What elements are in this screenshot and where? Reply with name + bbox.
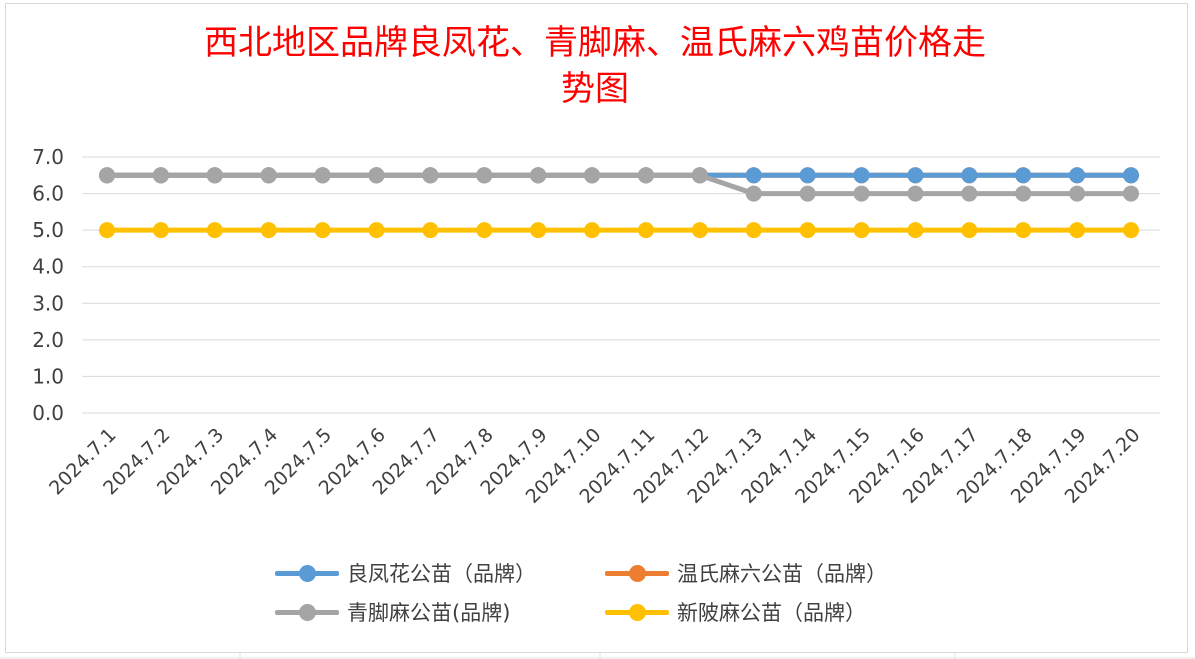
y-tick-label-7: 7.0: [32, 145, 64, 169]
data-point-s3-15[interactable]: [853, 185, 870, 202]
legend-swatch-4: [605, 598, 669, 626]
data-point-s3-18[interactable]: [1015, 185, 1032, 202]
chart-title: 西北地区品牌良凤花、青脚麻、温氏麻六鸡苗价格走 势图: [120, 20, 1070, 112]
data-point-s4-4[interactable]: [260, 222, 277, 239]
legend-swatch-2: [605, 559, 669, 587]
data-point-s3-10[interactable]: [584, 167, 601, 184]
data-point-s4-3[interactable]: [206, 222, 223, 239]
chart-area[interactable]: [5, 3, 1188, 653]
data-point-s3-11[interactable]: [637, 167, 654, 184]
data-point-s3-17[interactable]: [961, 185, 978, 202]
data-point-s1-17[interactable]: [961, 167, 978, 184]
data-point-s4-18[interactable]: [1015, 222, 1032, 239]
data-point-s4-16[interactable]: [907, 222, 924, 239]
legend-label-4: 新陂麻公苗（品牌）: [677, 601, 866, 625]
data-point-s4-19[interactable]: [1069, 222, 1086, 239]
data-point-s3-20[interactable]: [1123, 185, 1139, 202]
data-point-s1-16[interactable]: [907, 167, 924, 184]
data-point-s3-4[interactable]: [260, 167, 277, 184]
series-line-3[interactable]: [104, 172, 1134, 197]
data-point-s3-13[interactable]: [745, 185, 762, 202]
data-point-s1-18[interactable]: [1015, 167, 1032, 184]
data-point-s4-15[interactable]: [853, 222, 870, 239]
data-point-s4-13[interactable]: [745, 222, 762, 239]
data-point-s4-14[interactable]: [799, 222, 816, 239]
data-point-s4-11[interactable]: [637, 222, 654, 239]
data-point-s3-8[interactable]: [476, 167, 493, 184]
legend-swatch-3: [275, 598, 339, 626]
data-point-s4-10[interactable]: [584, 222, 601, 239]
y-tick-label-5: 5.0: [32, 218, 64, 242]
data-point-s3-19[interactable]: [1069, 185, 1086, 202]
legend-entry-3[interactable]: 青脚麻公苗(品牌): [275, 598, 510, 626]
data-point-s4-17[interactable]: [961, 222, 978, 239]
data-point-s1-14[interactable]: [799, 167, 816, 184]
legend-label-1: 良凤花公苗（品牌）: [347, 562, 536, 586]
data-point-s3-14[interactable]: [799, 185, 816, 202]
data-point-s4-12[interactable]: [691, 222, 708, 239]
data-point-s3-1[interactable]: [99, 167, 115, 184]
chart-title-line-1: 西北地区品牌良凤花、青脚麻、温氏麻六鸡苗价格走: [204, 23, 986, 63]
y-tick-label-6: 6.0: [32, 182, 64, 206]
data-point-s3-3[interactable]: [206, 167, 223, 184]
legend-entry-4[interactable]: 新陂麻公苗（品牌）: [605, 598, 866, 626]
legend-entry-1[interactable]: 良凤花公苗（品牌）: [275, 559, 536, 587]
legend-entry-2[interactable]: 温氏麻六公苗（品牌）: [605, 559, 887, 587]
data-point-s3-12[interactable]: [691, 167, 708, 184]
data-point-s4-7[interactable]: [422, 222, 439, 239]
data-point-s4-8[interactable]: [476, 222, 493, 239]
y-tick-label-2: 2.0: [32, 328, 64, 352]
y-tick-label-3: 3.0: [32, 291, 64, 315]
y-tick-label-1: 1.0: [32, 364, 64, 388]
data-point-s4-9[interactable]: [530, 222, 547, 239]
data-point-s1-15[interactable]: [853, 167, 870, 184]
data-point-s4-1[interactable]: [99, 222, 115, 239]
data-point-s3-7[interactable]: [422, 167, 439, 184]
legend-label-3: 青脚麻公苗(品牌): [347, 601, 511, 625]
data-point-s4-5[interactable]: [314, 222, 331, 239]
chart-title-line-2: 势图: [561, 69, 629, 109]
data-point-s1-20[interactable]: [1123, 167, 1139, 184]
data-point-s1-13[interactable]: [745, 167, 762, 184]
y-tick-label-0: 0.0: [32, 401, 64, 425]
data-point-s3-9[interactable]: [530, 167, 547, 184]
data-point-s3-6[interactable]: [368, 167, 385, 184]
data-point-s4-2[interactable]: [152, 222, 169, 239]
data-point-s3-5[interactable]: [314, 167, 331, 184]
data-point-s4-20[interactable]: [1123, 222, 1139, 239]
data-point-s3-16[interactable]: [907, 185, 924, 202]
y-tick-label-4: 4.0: [32, 255, 64, 279]
data-point-s1-19[interactable]: [1069, 167, 1086, 184]
legend-swatch-1: [275, 559, 339, 587]
data-point-s3-2[interactable]: [152, 167, 169, 184]
legend-label-2: 温氏麻六公苗（品牌）: [677, 562, 887, 586]
data-point-s4-6[interactable]: [368, 222, 385, 239]
